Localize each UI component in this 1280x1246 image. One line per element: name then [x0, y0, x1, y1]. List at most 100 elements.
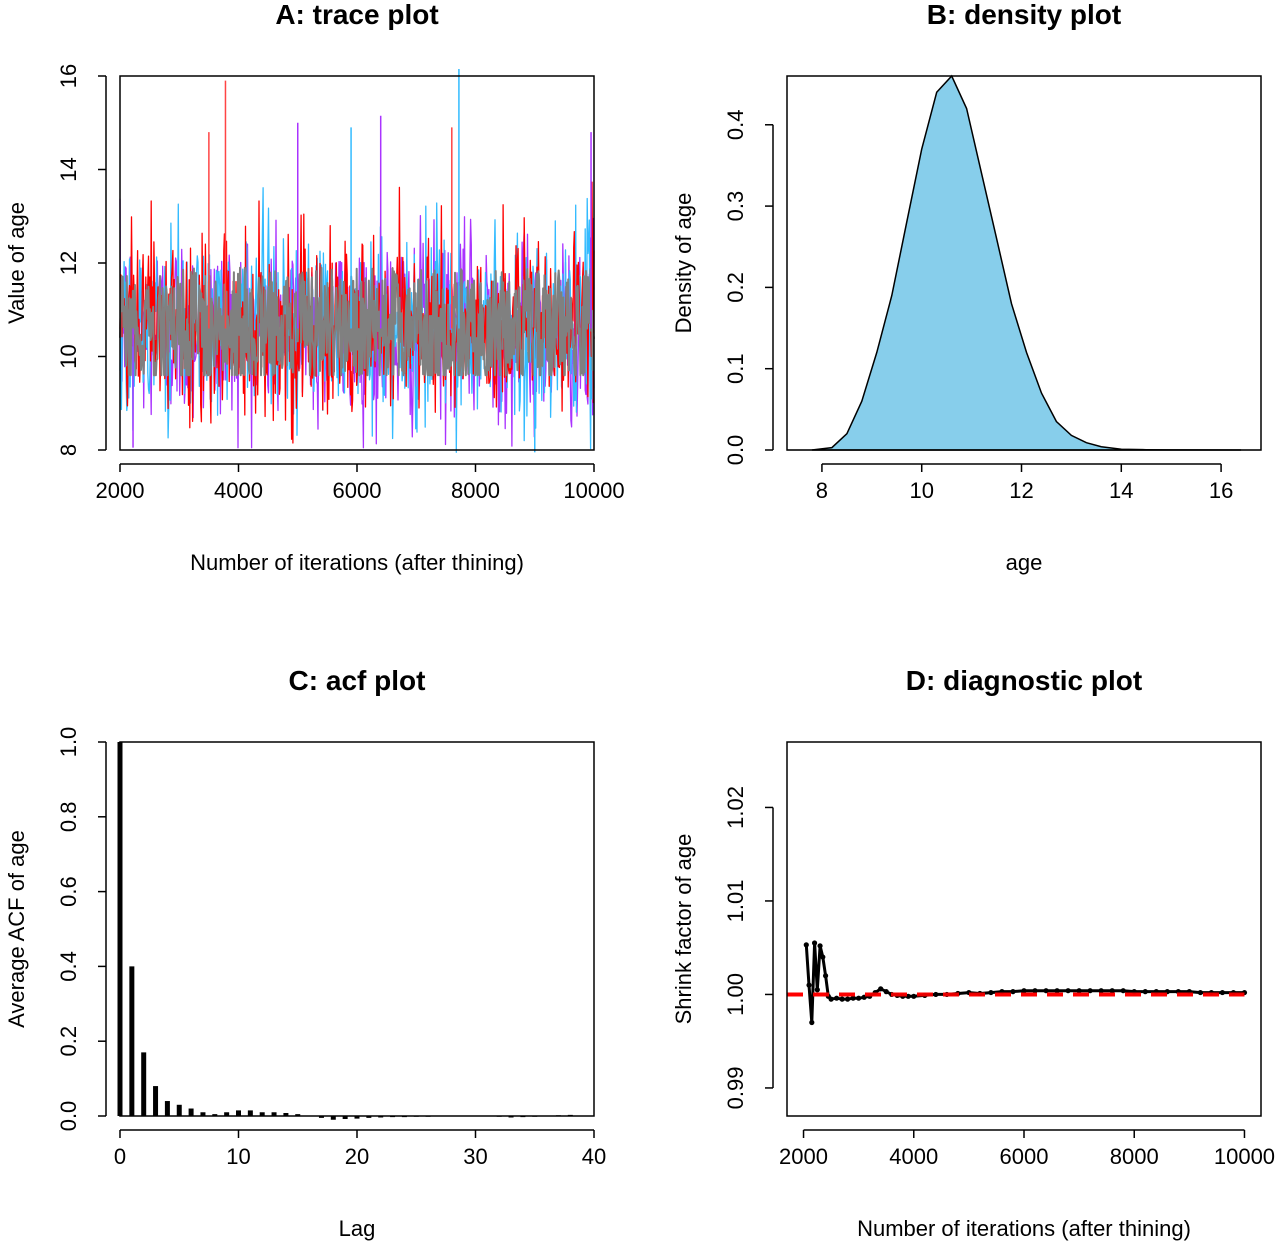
x-tick-label: 0 [114, 1144, 126, 1169]
shrink-factor-point [828, 996, 834, 1002]
shrink-factor-point [806, 982, 812, 988]
trace-series [119, 266, 595, 377]
shrink-factor-point [883, 989, 889, 995]
y-tick-label: 0.0 [723, 435, 748, 466]
shrink-factor-point [911, 993, 917, 999]
shrink-factor-point [1142, 989, 1148, 995]
panel-B-axes [765, 75, 1262, 472]
y-tick-label: 16 [56, 64, 81, 88]
shrink-factor-point [878, 986, 884, 992]
density-curve [811, 74, 1242, 451]
shrink-factor-point [834, 995, 840, 1001]
y-tick-label: 0.1 [723, 353, 748, 384]
x-tick-label: 8000 [1110, 1144, 1159, 1169]
shrink-factor-point [839, 996, 845, 1002]
shrink-factor-point [1010, 989, 1016, 995]
y-tick-label: 8 [56, 444, 81, 456]
shrink-factor-point [1120, 988, 1126, 994]
shrink-factor-point [809, 1019, 815, 1026]
plot-frame [786, 741, 1262, 1117]
x-axis-label: Number of iterations (after thining) [190, 550, 524, 575]
x-tick-label: 10000 [1214, 1144, 1275, 1169]
chart-title: D: diagnostic plot [906, 665, 1142, 696]
shrink-factor-point [850, 995, 856, 1001]
shrink-factor-point [1021, 988, 1027, 994]
density-area [787, 74, 1261, 451]
y-tick-label: 14 [56, 157, 81, 181]
y-tick-label: 0.2 [56, 1026, 81, 1057]
x-tick-label: 16 [1209, 478, 1233, 503]
shrink-factor-point [1197, 989, 1203, 996]
x-tick-label: 2000 [96, 478, 145, 503]
panel-A-axes [98, 75, 595, 472]
y-tick-label: 1.0 [56, 727, 81, 758]
x-tick-label: 8000 [451, 478, 500, 503]
x-tick-label: 4000 [889, 1144, 938, 1169]
y-tick-label: 0.6 [56, 876, 81, 907]
chart-title: C: acf plot [289, 665, 426, 696]
y-tick-label: 0.99 [723, 1067, 748, 1110]
shrink-factor-point [1098, 988, 1104, 994]
plot-frame [119, 741, 595, 1117]
x-tick-label: 30 [463, 1144, 487, 1169]
y-tick-label: 0.4 [56, 951, 81, 982]
x-axis-label: Number of iterations (after thining) [857, 1216, 1191, 1241]
shrink-factor-point [1043, 988, 1049, 994]
y-tick-label: 0.2 [723, 272, 748, 303]
y-tick-label: 0.0 [56, 1101, 81, 1132]
y-tick-label: 1.00 [723, 973, 748, 1016]
shrink-factor-point [814, 987, 820, 993]
shrink-factor-point [1076, 988, 1082, 994]
x-axis-label: Lag [339, 1216, 376, 1241]
shrink-factor-line [804, 941, 1245, 1024]
shrink-factor-point [1219, 989, 1226, 996]
x-tick-label: 6000 [333, 478, 382, 503]
shrink-factor-point [933, 991, 939, 998]
y-tick-label: 10 [56, 344, 81, 368]
x-tick-label: 14 [1109, 478, 1133, 503]
shrink-factor-point [856, 995, 862, 1001]
x-axis-label: age [1006, 550, 1043, 575]
chart-title: B: density plot [927, 0, 1121, 30]
y-axis-label: Average ACF of age [4, 830, 29, 1028]
trace-lines [119, 68, 595, 453]
x-tick-label: 10000 [563, 478, 624, 503]
x-tick-label: 20 [345, 1144, 369, 1169]
x-tick-label: 8 [816, 478, 828, 503]
shrink-factor-point [1087, 988, 1093, 994]
y-tick-label: 1.01 [723, 880, 748, 923]
y-tick-label: 1.02 [723, 786, 748, 829]
shrink-factor-point [988, 989, 994, 996]
shrink-factor-point [1054, 988, 1060, 994]
x-tick-label: 6000 [1000, 1144, 1049, 1169]
shrink-factor-point [803, 942, 809, 948]
y-tick-label: 0.3 [723, 191, 748, 222]
x-tick-label: 4000 [214, 478, 263, 503]
shrink-factor-point [822, 973, 829, 979]
panel-D-axes [765, 741, 1262, 1138]
shrink-factor-point [817, 943, 823, 949]
plot-frame [119, 75, 595, 451]
shrink-factor-point [811, 940, 818, 946]
shrink-factor-point [845, 996, 851, 1002]
x-tick-label: 10 [909, 478, 933, 503]
shrink-factor-point [1032, 988, 1038, 994]
x-tick-label: 12 [1009, 478, 1033, 503]
y-axis-label: Shrink factor of age [671, 834, 696, 1025]
shrink-factor-point [820, 954, 826, 960]
x-tick-label: 10 [226, 1144, 250, 1169]
chart-title: A: trace plot [275, 0, 438, 30]
acf-bars [117, 742, 585, 1120]
shrink-factor-point [1109, 988, 1115, 994]
x-tick-label: 2000 [779, 1144, 828, 1169]
y-tick-label: 12 [56, 251, 81, 275]
y-axis-label: Density of age [671, 193, 696, 334]
shrink-lines [787, 940, 1248, 1026]
y-axis-label: Value of age [4, 202, 29, 324]
panel-C-axes [98, 741, 595, 1138]
x-tick-label: 40 [582, 1144, 606, 1169]
plot-frame [786, 75, 1262, 451]
y-tick-label: 0.8 [56, 802, 81, 833]
y-tick-label: 0.4 [723, 109, 748, 140]
